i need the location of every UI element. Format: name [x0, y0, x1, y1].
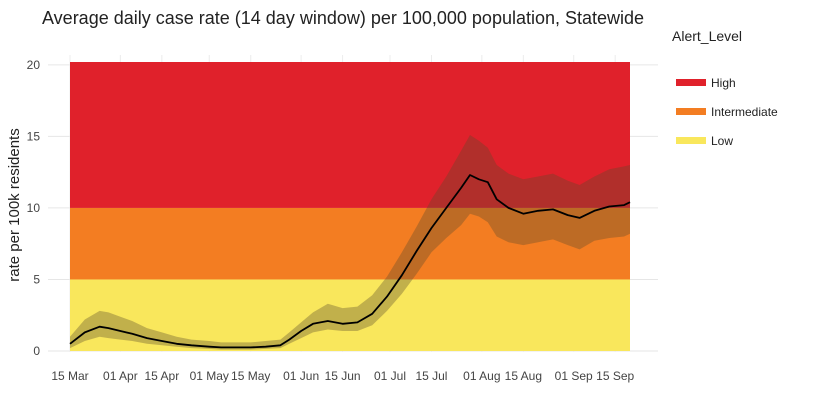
x-tick-label: 15 Apr: [145, 369, 180, 383]
legend-label-intermediate: Intermediate: [711, 105, 778, 119]
legend-label-low: Low: [711, 134, 733, 148]
legend-swatch-low: [676, 137, 706, 144]
legend-swatch-intermediate: [676, 108, 706, 115]
x-tick-label: 01 Sep: [555, 369, 593, 383]
chart-title: Average daily case rate (14 day window) …: [42, 8, 645, 28]
x-tick-label: 01 Jun: [283, 369, 319, 383]
alert-bands: [70, 62, 630, 351]
x-tick-label: 15 Sep: [596, 369, 634, 383]
legend-swatch-high: [676, 79, 706, 86]
confidence-band: [70, 135, 630, 350]
x-tick-label: 15 Jul: [415, 369, 447, 383]
x-tick-label: 01 Jul: [374, 369, 406, 383]
x-tick-label: 15 Mar: [51, 369, 88, 383]
legend: Alert_Level High Intermediate Low: [672, 28, 778, 148]
x-tick-label: 01 May: [190, 369, 229, 383]
x-tick-label: 01 Aug: [463, 369, 500, 383]
alert-band-high: [70, 62, 630, 208]
y-tick-label: 5: [33, 272, 40, 286]
y-tick-label: 0: [33, 344, 40, 358]
y-tick-label: 20: [27, 58, 41, 72]
x-axis-ticks: 15 Mar 01 Apr 15 Apr 01 May 15 May 01 Jun 15 J…: [51, 369, 634, 383]
x-tick-label: 15 Jun: [325, 369, 361, 383]
x-tick-label: 15 Aug: [505, 369, 542, 383]
y-tick-label: 15: [27, 129, 41, 143]
y-tick-label: 10: [27, 201, 41, 215]
legend-label-high: High: [711, 76, 736, 90]
y-axis-title: rate per 100k residents: [6, 128, 23, 281]
x-tick-label: 01 Apr: [103, 369, 138, 383]
case-rate-line: [69, 174, 631, 349]
alert-band-low: [70, 279, 630, 351]
x-tick-label: 15 May: [231, 369, 270, 383]
legend-title: Alert_Level: [672, 28, 742, 44]
alert-band-intermediate: [70, 207, 630, 280]
y-axis-ticks: 0 5 10 15 20: [27, 58, 41, 358]
